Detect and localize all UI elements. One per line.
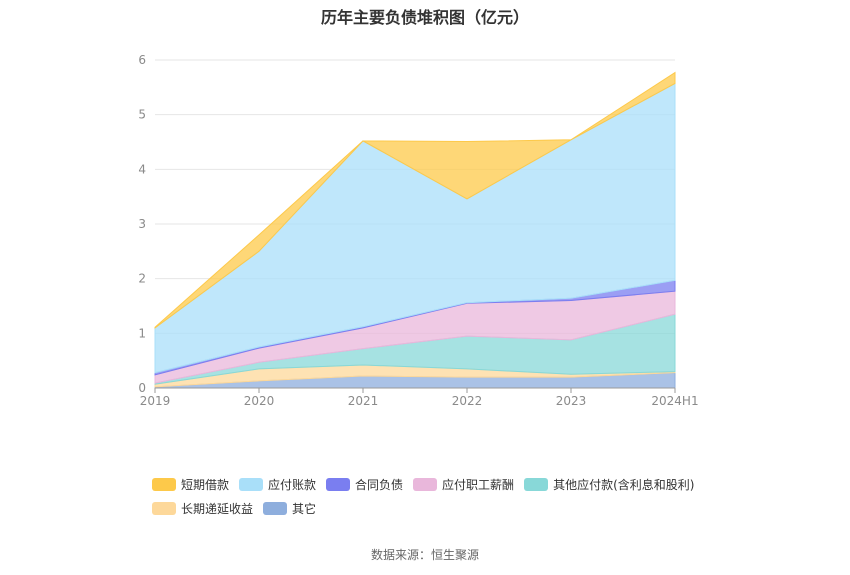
area-series-6 xyxy=(154,71,676,329)
y-tick-label: 2 xyxy=(138,272,146,286)
legend: 短期借款 应付账款 合同负债 应付职工薪酬 其他应付款(含利息和股利) 长期递延收益 其它 xyxy=(152,472,752,520)
legend-label: 应付账款 xyxy=(268,477,317,492)
legend-swatch xyxy=(152,477,176,491)
legend-swatch xyxy=(413,477,438,491)
data-source-note: 数据来源：恒生聚源 xyxy=(370,548,479,562)
legend-label: 应付职工薪酬 xyxy=(442,477,515,492)
x-tick-label: 2021 xyxy=(348,394,379,408)
x-tick-label: 2020 xyxy=(244,394,275,408)
legend-label: 合同负债 xyxy=(355,477,404,492)
legend-swatch xyxy=(152,501,176,515)
legend-label: 其他应付款(含利息和股利) xyxy=(553,477,695,492)
y-tick-label: 1 xyxy=(138,326,146,340)
legend-label: 其它 xyxy=(292,501,317,516)
y-tick-label: 4 xyxy=(138,162,146,176)
chart-title: 历年主要负债堆积图（亿元） xyxy=(320,8,529,27)
y-tick-label: 6 xyxy=(138,53,146,67)
y-tick-label: 0 xyxy=(138,381,146,395)
legend-item[interactable]: 长期递延收益 xyxy=(152,500,253,517)
legend-item[interactable]: 其他应付款(含利息和股利) xyxy=(524,476,694,493)
axis-layer: 0 1 2 3 4 5 6 2019 2020 2021 2022 2023 2024H1 xyxy=(138,53,698,408)
legend-label: 短期借款 xyxy=(181,477,230,492)
legend-row-1: 短期借款 应付账款 合同负债 应付职工薪酬 其他应付款(含利息和股利) xyxy=(152,472,752,496)
legend-row-2: 长期递延收益 其它 xyxy=(152,496,752,520)
legend-item[interactable]: 合同负债 xyxy=(326,476,403,493)
legend-item[interactable]: 短期借款 xyxy=(152,476,229,493)
x-tick-label: 2022 xyxy=(452,394,483,408)
x-tick-label: 2019 xyxy=(140,394,171,408)
stacked-area-chart: 0 1 2 3 4 5 6 2019 2020 2021 2022 2023 2024H1 xyxy=(138,53,698,408)
area-layer xyxy=(154,71,676,389)
legend-label: 长期递延收益 xyxy=(181,501,254,516)
legend-swatch xyxy=(239,477,264,491)
x-tick-label: 2024H1 xyxy=(651,394,698,408)
legend-swatch xyxy=(524,477,549,491)
legend-item[interactable]: 应付职工薪酬 xyxy=(413,476,514,493)
legend-swatch xyxy=(326,477,351,491)
legend-item[interactable]: 应付账款 xyxy=(239,476,316,493)
x-tick-label: 2023 xyxy=(556,394,587,408)
legend-swatch xyxy=(263,501,288,515)
y-tick-label: 5 xyxy=(138,108,146,122)
y-tick-label: 3 xyxy=(138,217,146,231)
legend-item[interactable]: 其它 xyxy=(263,500,316,517)
